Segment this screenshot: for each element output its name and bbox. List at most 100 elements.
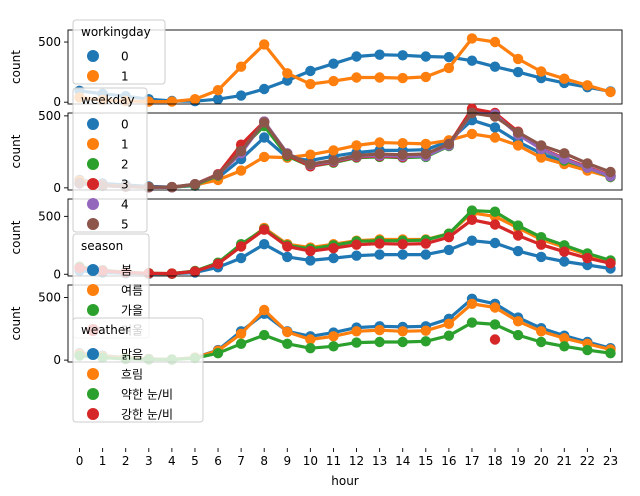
shared-x-axis: 0 1 2 3 4 5 6 7 8 9 10 11 12 13 14 15 16 17 18 19 20 21 22 23ho…: [76, 448, 618, 488]
x-tick-label: 18: [487, 454, 502, 468]
x-tick-label: 6: [214, 454, 222, 468]
legend-box: [72, 317, 204, 423]
y-tick-label: 0: [53, 181, 61, 195]
data-point: [212, 85, 224, 96]
data-point: [582, 252, 593, 264]
y-axis-label: count: [9, 306, 23, 340]
x-tick-label: 11: [326, 454, 341, 468]
x-tick-label: 13: [372, 454, 387, 468]
data-point: [582, 80, 593, 91]
data-point: [374, 324, 385, 336]
legend-marker: [87, 348, 99, 360]
data-point: [282, 251, 293, 263]
x-tick-label: 20: [534, 454, 549, 468]
data-point: [235, 328, 247, 339]
data-point: [559, 341, 570, 352]
data-point: [282, 75, 293, 86]
legend-entry: 1: [121, 138, 129, 152]
x-tick-label: 5: [191, 454, 199, 468]
series-3-4: [74, 214, 616, 279]
data-point: [282, 148, 293, 160]
subplot-2: 0 500 count: [9, 103, 623, 195]
legend-marker: [87, 368, 99, 380]
data-point: [512, 66, 524, 78]
legend-entry: 0: [121, 118, 129, 132]
y-tick-label: 0: [53, 353, 61, 367]
plot-frame: [67, 29, 623, 105]
data-point: [305, 158, 316, 170]
data-point: [328, 58, 339, 69]
data-point: [212, 348, 224, 359]
data-point: [466, 317, 478, 328]
data-point: [605, 258, 616, 269]
data-point: [443, 232, 455, 243]
data-point: [374, 336, 385, 348]
legend-marker: [87, 388, 99, 400]
y-tick-label: 500: [38, 209, 61, 223]
legend-marker: [87, 304, 99, 316]
legend-title: workingday: [81, 25, 151, 39]
series-line: [79, 111, 612, 189]
legend-marker: [87, 264, 99, 276]
x-tick-label: 8: [260, 454, 268, 468]
data-point: [351, 337, 362, 348]
data-point: [443, 244, 455, 256]
y-axis-label: count: [9, 134, 23, 168]
data-point: [489, 319, 501, 330]
data-point: [259, 224, 270, 235]
legend-entry: 흐림: [121, 368, 143, 382]
data-point: [420, 138, 431, 150]
data-point: [305, 334, 316, 345]
data-point: [489, 132, 501, 143]
data-point: [536, 326, 547, 337]
data-point: [397, 138, 408, 149]
legends: workingday01weekday012345season봄여름가을겨울we…: [72, 19, 204, 423]
data-point: [259, 39, 270, 50]
data-point: [235, 241, 247, 252]
data-point: [305, 343, 316, 354]
subplot-3: 0 500 count: [9, 198, 623, 281]
legend-entry: 약한 눈/비: [121, 387, 173, 402]
legend-entry: 0: [121, 50, 129, 64]
data-point: [282, 326, 293, 338]
data-point: [420, 51, 431, 62]
data-point: [489, 61, 501, 72]
data-point: [466, 205, 478, 216]
x-axis-label: hour: [331, 474, 359, 488]
legend-marker: [87, 218, 99, 230]
data-point: [489, 302, 501, 313]
legend-marker: [87, 50, 99, 62]
data-point: [512, 53, 524, 65]
legend-entry: 가을: [121, 304, 143, 318]
data-point: [351, 51, 362, 62]
data-point: [305, 78, 316, 90]
legend-marker: [87, 138, 99, 150]
data-point: [328, 252, 339, 264]
data-point: [259, 151, 270, 163]
legend-title: weather: [81, 323, 130, 337]
data-point: [512, 245, 524, 257]
legend-entry: 1: [121, 70, 129, 84]
legend-marker: [87, 284, 99, 296]
data-point: [605, 348, 616, 359]
legend-marker: [87, 408, 99, 420]
legend-marker: [87, 118, 99, 130]
y-tick-label: 0: [53, 267, 61, 281]
data-point: [489, 334, 501, 345]
data-point: [282, 241, 293, 252]
legend-box: [72, 19, 166, 85]
series-line: [79, 218, 611, 276]
data-point: [189, 266, 201, 277]
data-point: [559, 246, 570, 257]
data-point: [536, 232, 547, 243]
data-point: [466, 55, 478, 66]
y-tick-label: 500: [38, 109, 61, 123]
x-tick-label: 4: [168, 454, 176, 468]
data-point: [374, 137, 385, 148]
data-point: [351, 250, 362, 261]
data-point: [443, 318, 455, 329]
legend-marker: [87, 70, 99, 82]
